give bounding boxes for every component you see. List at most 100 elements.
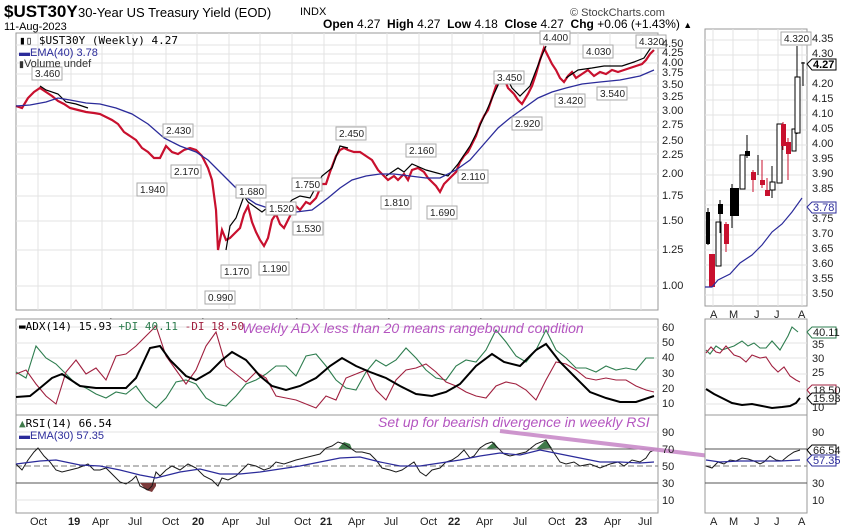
overbought-fill-icon	[536, 440, 552, 449]
mdi-line	[15, 324, 655, 409]
svg-text:23: 23	[575, 516, 587, 528]
adx-panel: 60 50 40 30 20 10	[15, 318, 674, 416]
svg-text:2.00: 2.00	[662, 168, 683, 180]
pdi-tag: 40.11	[806, 326, 840, 339]
svg-text:Jul: Jul	[128, 516, 142, 528]
svg-text:J: J	[774, 516, 780, 528]
svg-text:30: 30	[812, 353, 824, 365]
main-x-axis-bottom: Oct 19 Apr Jul Oct 20 Apr Jul Oct 21 Apr Jul Oct 2…	[30, 516, 652, 528]
adx-legend: ▬ADX(14) 15.93 +DI 40.11 -DI 18.50	[19, 321, 244, 333]
label-2.110: 2.110	[457, 169, 489, 184]
svg-text:Apr: Apr	[92, 516, 109, 528]
up-arrow-icon: ▲	[683, 20, 693, 30]
svg-text:1.940: 1.940	[140, 185, 165, 196]
price-legend: ▮▯ $UST30Y (Weekly) 4.27	[19, 35, 178, 47]
svg-text:A: A	[798, 309, 806, 321]
mini-price-panel: 4.320 4.35 4.30 4.20 4.15 4.10 4.05 4.00 3.95 …	[704, 28, 837, 307]
last-price-tag: 4.27	[806, 58, 837, 71]
rsi-area-icon: ▲	[19, 417, 26, 430]
label-4.400: 4.400	[539, 30, 571, 45]
svg-text:4.05: 4.05	[812, 123, 833, 135]
svg-text:Jul: Jul	[638, 516, 652, 528]
svg-text:35: 35	[812, 339, 824, 351]
copyright: © StockCharts.com	[570, 7, 665, 19]
svg-text:22: 22	[448, 516, 460, 528]
svg-text:Oct: Oct	[420, 516, 437, 528]
label-4.320: 4.320	[635, 34, 667, 49]
svg-text:1.170: 1.170	[224, 267, 249, 278]
svg-text:90: 90	[662, 427, 674, 439]
svg-text:3.90: 3.90	[812, 168, 833, 180]
chg-label: Chg	[570, 17, 594, 31]
rsi-line	[15, 439, 655, 491]
svg-text:25: 25	[812, 367, 824, 379]
svg-text:Jul: Jul	[384, 516, 398, 528]
rsi-ema-tag: 57.35	[806, 454, 841, 467]
svg-text:3.65: 3.65	[812, 243, 833, 255]
svg-text:4.20: 4.20	[812, 78, 833, 90]
svg-text:70: 70	[662, 444, 674, 456]
symbol: $UST30Y	[4, 2, 78, 21]
ema-line-icon: ▬	[19, 47, 30, 59]
price-line	[15, 45, 655, 251]
svg-text:4.27: 4.27	[813, 59, 834, 71]
svg-text:1.00: 1.00	[662, 280, 683, 292]
adx-y-axis: 60 50 40 30 20 10	[662, 322, 674, 410]
svg-text:3.95: 3.95	[812, 153, 833, 165]
label-1.680: 1.680	[235, 184, 267, 199]
adx-line-icon: ▬	[19, 320, 26, 333]
svg-text:M: M	[729, 309, 738, 321]
chg-value: +0.06 (+1.43%)	[597, 17, 680, 31]
label-1.190: 1.190	[258, 261, 290, 276]
svg-text:3.75: 3.75	[662, 67, 683, 79]
svg-text:4.400: 4.400	[543, 33, 568, 44]
svg-text:20: 20	[662, 383, 674, 395]
mini-rsi-panel: 90 30 10 66.54 57.35	[704, 414, 841, 514]
svg-text:3.420: 3.420	[558, 96, 583, 107]
svg-text:3.50: 3.50	[812, 288, 833, 300]
label-2.160: 2.160	[405, 143, 437, 158]
price-y-axis: 4.504.254.00 3.753.503.25 3.00 2.75 2.50 2…	[662, 38, 683, 292]
svg-text:40: 40	[662, 352, 674, 364]
svg-text:3.50: 3.50	[662, 79, 683, 91]
pdi-line	[15, 328, 654, 409]
svg-text:4.00: 4.00	[812, 138, 833, 150]
svg-text:3.55: 3.55	[812, 273, 833, 285]
label-0.990: 0.990	[204, 290, 236, 305]
rsi-ema-legend-text: EMA(30) 57.35	[30, 430, 104, 442]
svg-text:4.15: 4.15	[812, 93, 833, 105]
svg-text:Apr: Apr	[222, 516, 239, 528]
svg-text:1.810: 1.810	[384, 198, 409, 209]
svg-text:2.50: 2.50	[662, 135, 683, 147]
svg-text:2.170: 2.170	[174, 167, 199, 178]
svg-text:Jul: Jul	[513, 516, 527, 528]
svg-text:3.78: 3.78	[813, 202, 834, 214]
svg-text:Apr: Apr	[348, 516, 365, 528]
svg-text:1.190: 1.190	[262, 264, 287, 275]
label-2.170: 2.170	[170, 164, 202, 179]
rsi-tag: 66.54	[806, 444, 841, 457]
mini-y-axis: 4.35 4.30 4.20 4.15 4.10 4.05 4.00 3.95 3.90 3.…	[812, 33, 833, 300]
label-3.540: 3.540	[596, 86, 628, 101]
high-value: 4.27	[417, 17, 441, 31]
rsi-ema-line-icon: ▬	[19, 430, 30, 442]
last-ema-tag: 3.78	[806, 201, 837, 214]
ema40-line	[15, 69, 655, 213]
mini-high-label: 4.320	[784, 34, 809, 45]
svg-text:30: 30	[812, 478, 824, 490]
svg-text:Apr: Apr	[476, 516, 493, 528]
label-3.420: 3.420	[554, 93, 586, 108]
svg-text:2.25: 2.25	[662, 149, 683, 161]
svg-text:3.70: 3.70	[812, 228, 833, 240]
svg-text:21: 21	[320, 516, 332, 528]
svg-text:57.35: 57.35	[813, 455, 841, 467]
rsi-ema-line	[15, 449, 655, 479]
adx-line	[15, 342, 655, 403]
date: 11-Aug-2023	[4, 21, 67, 33]
svg-text:1.690: 1.690	[430, 208, 455, 219]
svg-text:2.450: 2.450	[339, 129, 364, 140]
svg-text:Oct: Oct	[162, 516, 179, 528]
label-1.690: 1.690	[426, 205, 458, 220]
